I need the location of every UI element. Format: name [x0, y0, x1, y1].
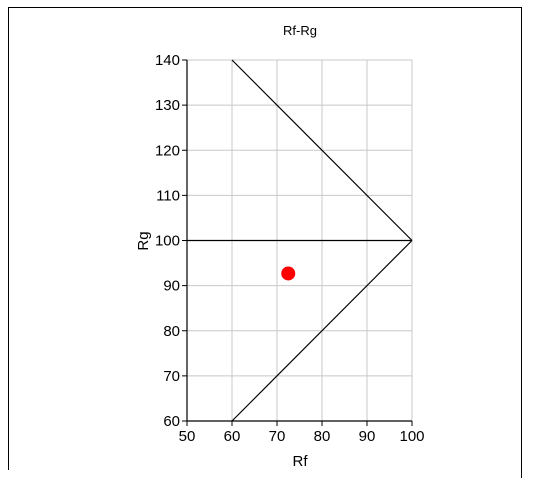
data-point-0 — [281, 266, 296, 281]
reference-line-0 — [231, 59, 413, 241]
chart-title: Rf-Rg — [283, 23, 317, 38]
y-tick-label-8: 140 — [155, 52, 180, 69]
y-tick-label-4: 100 — [155, 233, 180, 250]
reference-line-1 — [231, 240, 413, 422]
x-tick-label-1: 60 — [224, 428, 241, 445]
x-tick-label-2: 70 — [269, 428, 286, 445]
data-points — [281, 266, 296, 281]
y-tick-label-5: 110 — [156, 187, 180, 204]
x-tick-label-4: 90 — [359, 428, 376, 445]
x-tick-label-0: 50 — [179, 428, 196, 445]
x-axis-label: Rf — [293, 453, 309, 470]
y-tick-label-0: 60 — [163, 413, 180, 430]
y-tick-label-3: 90 — [163, 278, 180, 295]
y-tick-labels: 60 70 80 90 100 110 120 130 140 — [155, 52, 187, 430]
y-tick-label-7: 130 — [155, 97, 180, 114]
y-tick-label-1: 70 — [163, 368, 180, 385]
x-tick-label-3: 80 — [314, 428, 331, 445]
y-tick-label-6: 120 — [155, 142, 180, 159]
y-axis-label: Rg — [135, 231, 152, 250]
x-tick-labels: 50 60 70 80 90 100 — [179, 421, 425, 445]
x-tick-label-5: 100 — [399, 428, 424, 445]
reference-lines — [187, 59, 413, 422]
y-tick-label-2: 80 — [163, 323, 180, 340]
